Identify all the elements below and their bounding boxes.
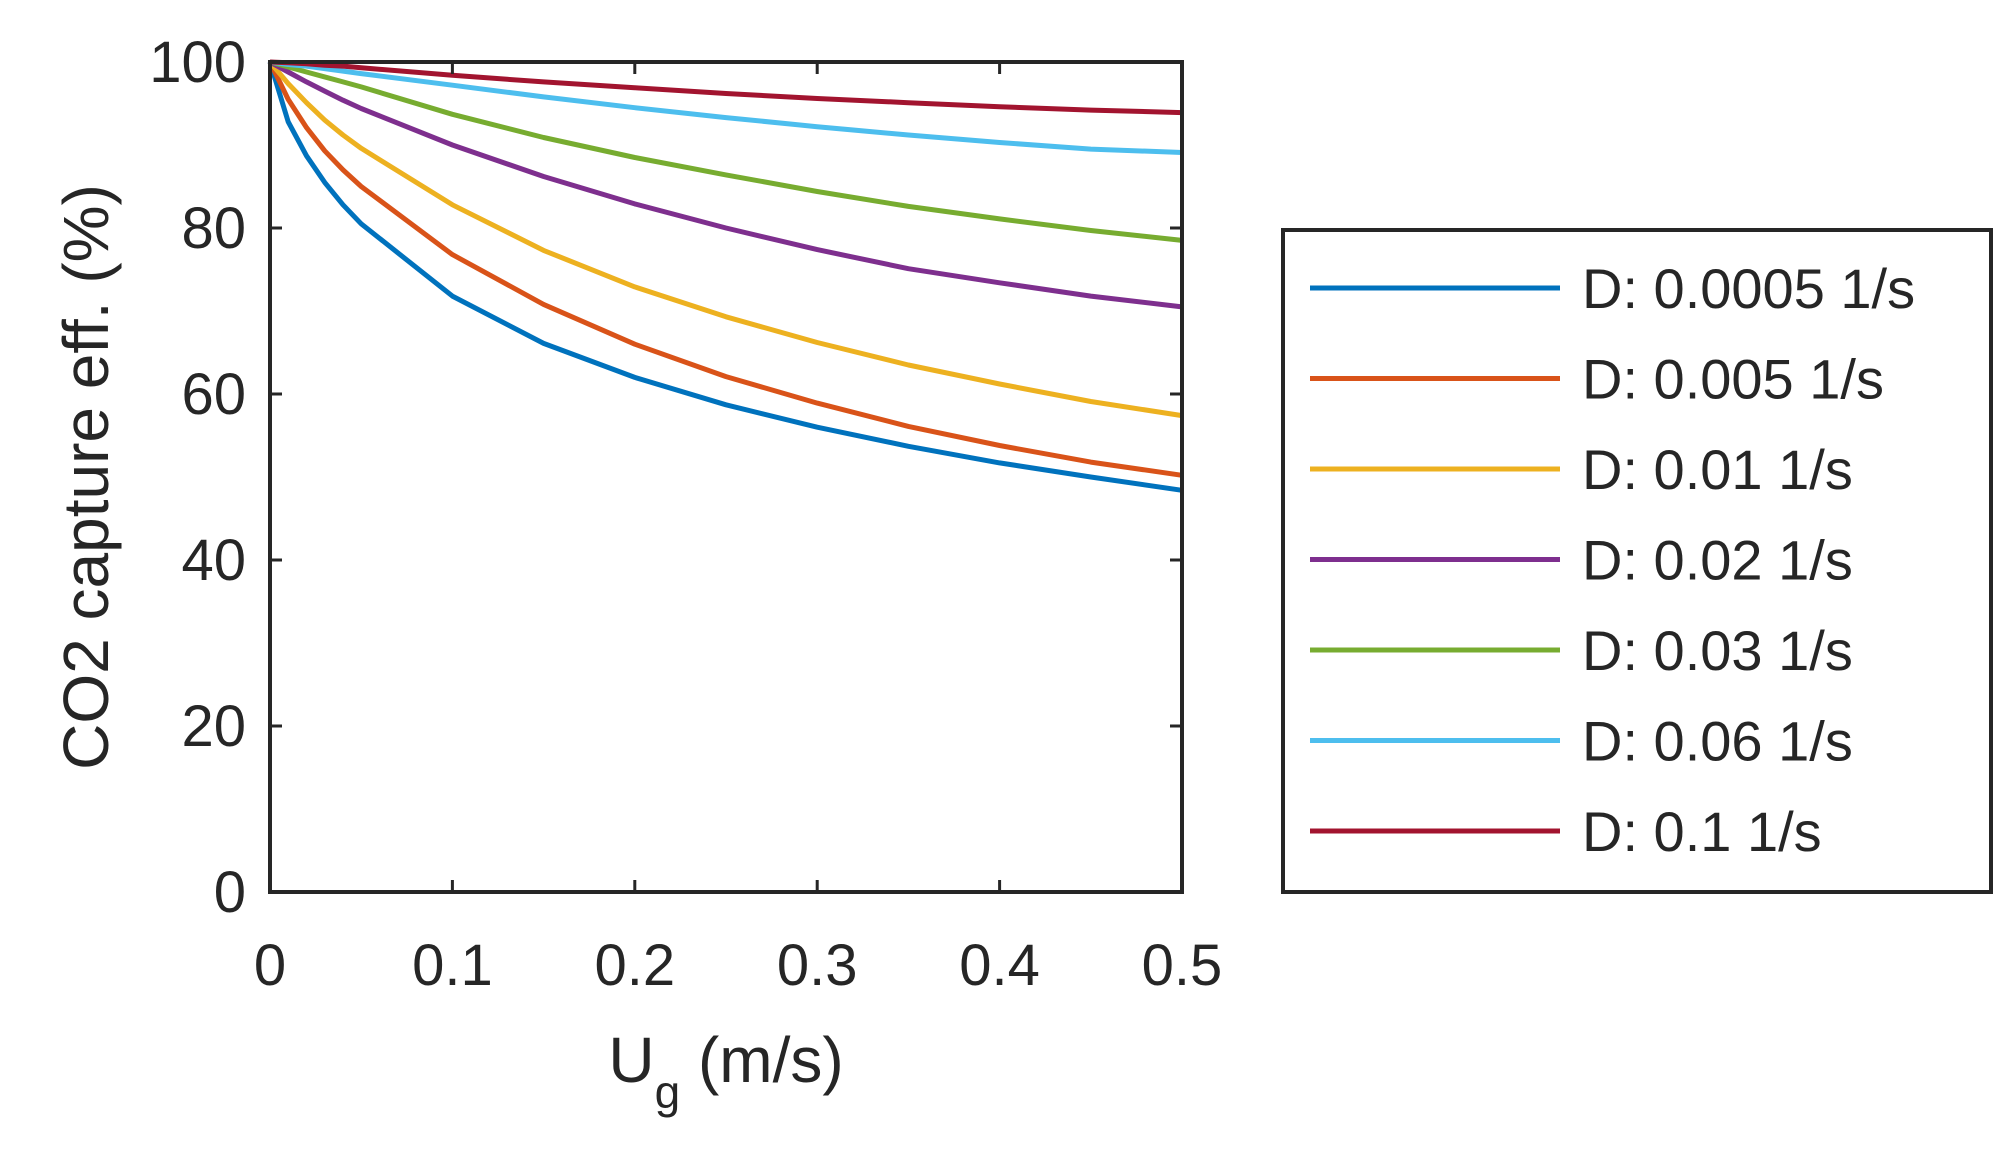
legend-label-2: D: 0.01 1/s (1582, 438, 1853, 501)
y-tick-label: 0 (214, 860, 246, 925)
plot-area: 0 0.1 0.2 0.3 0.4 0.5 0 20 40 60 80 100 (149, 30, 1222, 998)
x-axis-title-units: (m/s) (680, 1024, 844, 1096)
series-line-5 (269, 59, 1183, 155)
x-tick-label: 0.1 (412, 933, 493, 998)
legend-label-4: D: 0.03 1/s (1582, 619, 1853, 682)
y-tick-label: 100 (149, 30, 246, 95)
series-line-4 (269, 59, 1183, 243)
x-axis-title-subscript: g (655, 1066, 681, 1118)
axes-box (268, 60, 1184, 894)
series-line-2 (268, 60, 1183, 419)
y-axis-title: CO2 capture eff. (%) (50, 184, 122, 770)
y-tick-label: 20 (181, 694, 246, 759)
x-axis-title: Ug (m/s) (608, 1024, 843, 1118)
series-layer (267, 59, 1183, 493)
tick-layer: 0 0.1 0.2 0.3 0.4 0.5 0 20 40 60 80 100 (149, 30, 1222, 998)
x-tick-label: 0.4 (959, 933, 1040, 998)
legend-label-0: D: 0.0005 1/s (1582, 257, 1915, 320)
legend-label-1: D: 0.005 1/s (1582, 348, 1884, 411)
x-tick-label: 0.3 (777, 933, 858, 998)
series-line-1 (267, 60, 1183, 478)
legend-entries: D: 0.0005 1/s D: 0.005 1/s D: 0.01 1/s D: 0… (1310, 257, 1915, 863)
y-tick-label: 80 (181, 196, 246, 261)
x-tick-label: 0.5 (1142, 933, 1223, 998)
plot-background (270, 62, 1182, 892)
x-tick-label: 0 (254, 933, 286, 998)
series-line-0 (267, 61, 1183, 493)
y-tick-label: 40 (181, 528, 246, 593)
legend-label-6: D: 0.1 1/s (1582, 800, 1822, 863)
y-tick-label: 60 (181, 362, 246, 427)
series-line-6 (269, 59, 1183, 116)
x-axis-title-main: U (608, 1024, 654, 1096)
series-line-3 (268, 59, 1183, 310)
legend-label-3: D: 0.02 1/s (1582, 529, 1853, 592)
legend-label-5: D: 0.06 1/s (1582, 710, 1853, 773)
x-tick-label: 0.2 (594, 933, 675, 998)
legend: D: 0.0005 1/s D: 0.005 1/s D: 0.01 1/s D: 0… (1281, 228, 1993, 894)
